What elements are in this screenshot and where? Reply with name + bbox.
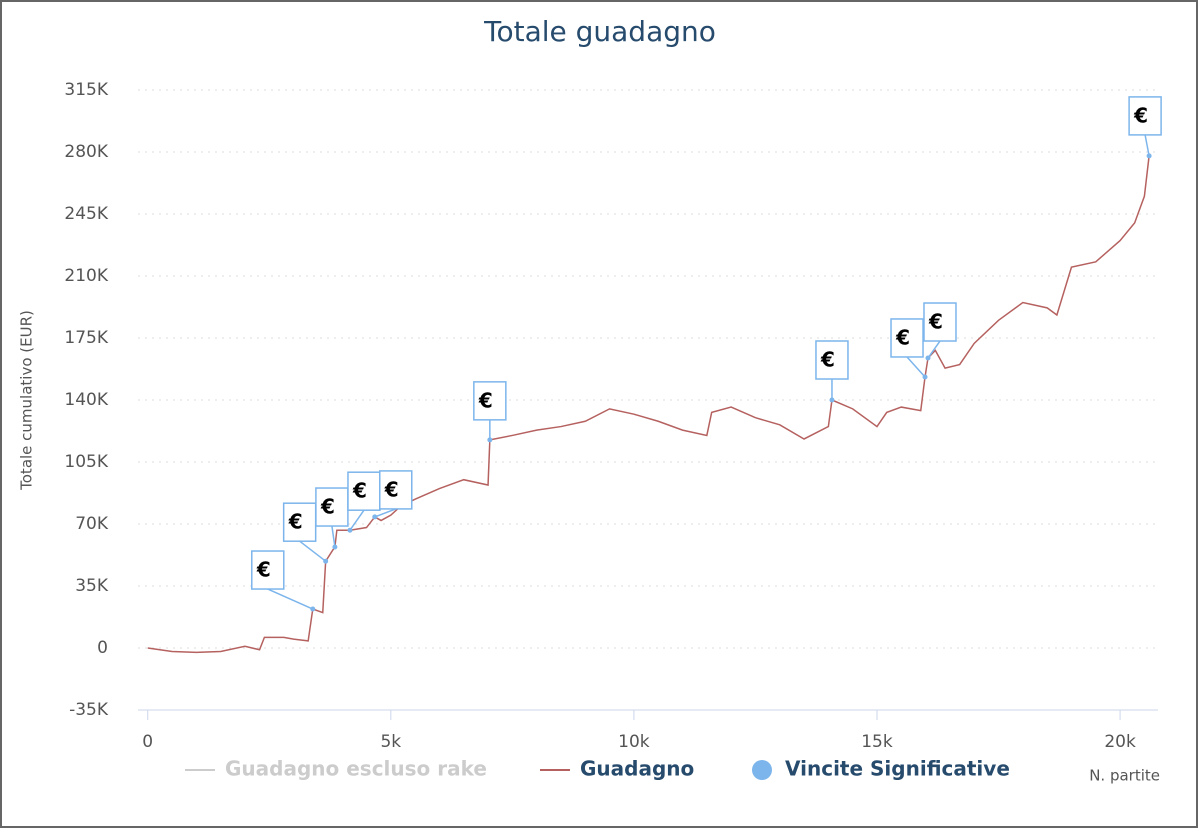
point xyxy=(1146,153,1152,159)
y-tick-label: 245K xyxy=(64,204,108,224)
flag xyxy=(315,487,349,527)
flag-connector xyxy=(374,508,397,518)
flag-label: € xyxy=(320,495,335,519)
y-tick-label: 140K xyxy=(64,390,108,410)
point xyxy=(310,606,316,612)
point xyxy=(372,514,378,520)
flag-label: € xyxy=(352,479,367,503)
flag-connector xyxy=(267,588,314,610)
x-tick-label: 0 xyxy=(142,732,153,752)
x-tick-label: 20k xyxy=(1104,732,1136,752)
y-tick-label: 210K xyxy=(64,266,108,286)
y-tick-label: 0 xyxy=(97,638,108,658)
flag-label: € xyxy=(478,388,493,412)
flag xyxy=(923,302,957,342)
flag-connector xyxy=(299,540,327,562)
chart-title: Totale guadagno xyxy=(483,15,716,48)
flag xyxy=(347,471,381,511)
flag-label: € xyxy=(288,510,303,534)
y-tick-label: 315K xyxy=(64,80,108,100)
flag xyxy=(890,318,924,358)
flag-connector xyxy=(331,525,336,548)
x-tick-label: 15k xyxy=(861,732,893,752)
flag-label: € xyxy=(384,477,399,501)
legend-label[interactable]: Vincite Significative xyxy=(785,757,1010,781)
point xyxy=(829,397,835,403)
x-tick-label: 5k xyxy=(380,732,401,752)
x-tick-label: 10k xyxy=(618,732,650,752)
flag xyxy=(379,470,413,510)
point xyxy=(347,527,353,533)
legend-label[interactable]: Guadagno xyxy=(580,757,694,781)
y-tick-label: 105K xyxy=(64,452,108,472)
flag xyxy=(815,340,849,380)
flag-label: € xyxy=(895,325,910,349)
point xyxy=(323,558,329,564)
y-axis-label: Totale cumulativo (EUR) xyxy=(18,310,36,491)
legend-symbol xyxy=(752,760,772,780)
y-tick-label: 175K xyxy=(64,328,108,348)
flag-connector xyxy=(349,509,365,531)
point xyxy=(487,437,493,443)
flag-label: € xyxy=(928,310,943,334)
legend-label[interactable]: Guadagno escluso rake xyxy=(225,757,487,781)
flag-connector xyxy=(927,340,941,359)
flag xyxy=(251,550,285,590)
flag-label: € xyxy=(1133,103,1148,127)
point xyxy=(925,355,931,361)
y-tick-label: 70K xyxy=(75,514,109,534)
flag-label: € xyxy=(820,348,835,372)
y-tick-label: -35K xyxy=(69,700,109,720)
flag-connector xyxy=(1144,134,1150,157)
y-tick-label: 35K xyxy=(75,576,109,596)
point xyxy=(922,374,928,380)
flag-connector xyxy=(906,356,926,378)
y-tick-label: 280K xyxy=(64,142,108,162)
flag xyxy=(1128,96,1162,136)
flag xyxy=(473,381,507,421)
flag-label: € xyxy=(256,558,271,582)
line xyxy=(147,155,1150,654)
point xyxy=(332,544,338,550)
x-axis-label: N. partite xyxy=(1089,767,1160,785)
